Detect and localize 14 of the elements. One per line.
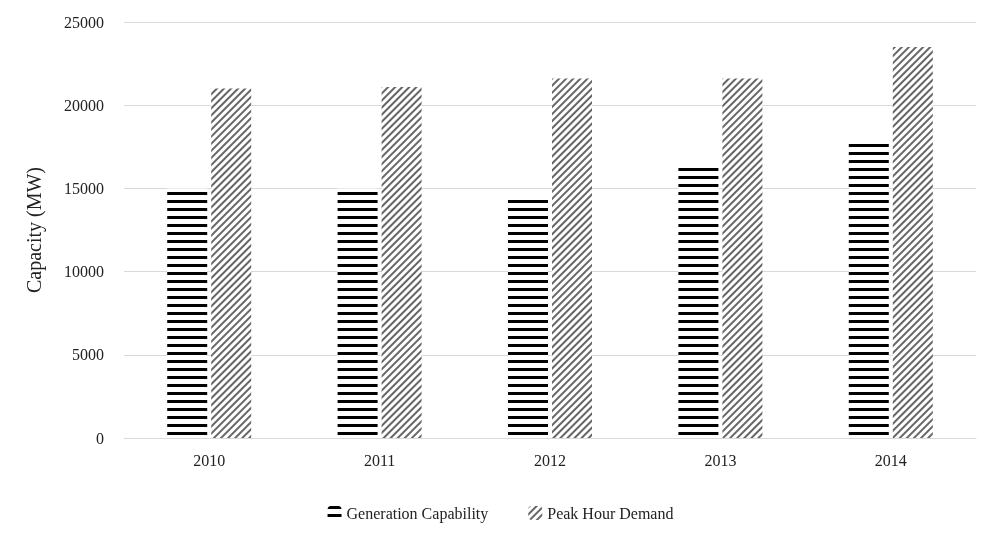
y-tick-label: 15000 <box>64 179 104 197</box>
x-tick-label: 2014 <box>874 451 907 469</box>
y-tick-label: 0 <box>96 429 104 447</box>
x-tick-label: 2013 <box>704 451 737 469</box>
x-tick-label: 2012 <box>534 451 566 469</box>
legend-label: Peak Hour Demand <box>547 504 674 522</box>
x-tick-label: 2010 <box>193 451 226 469</box>
y-tick-label: 5000 <box>72 346 104 364</box>
y-tick-label: 25000 <box>64 13 104 31</box>
y-tick-label: 10000 <box>64 263 104 281</box>
x-tick-label: 2011 <box>363 451 396 469</box>
y-axis-title: Capacity (MW) <box>23 166 46 294</box>
y-tick-label: 20000 <box>64 96 104 114</box>
legend-label: Generation Capability <box>346 504 489 523</box>
